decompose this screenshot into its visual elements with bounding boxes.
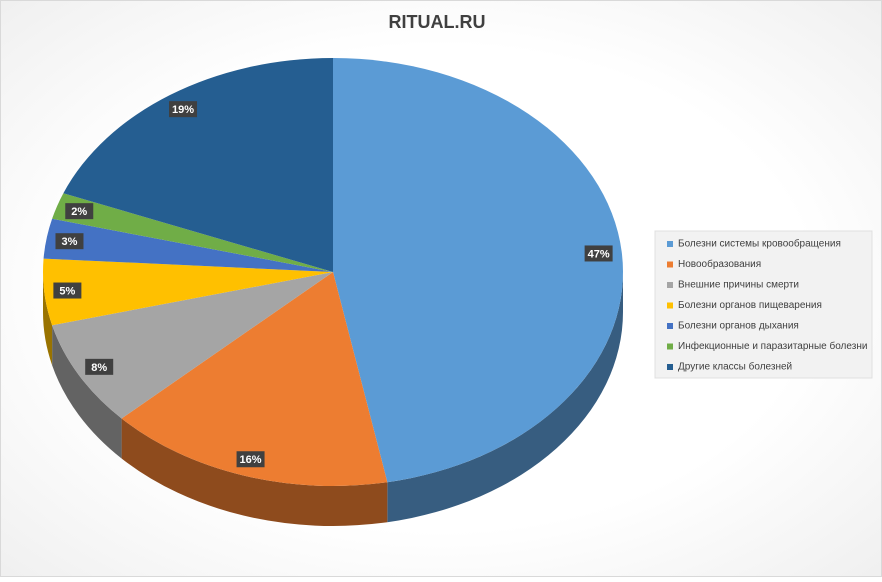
data-label-text: 47%	[588, 248, 610, 260]
legend-marker	[667, 302, 673, 309]
legend-label: Болезни органов дыхания	[678, 321, 799, 332]
slice	[52, 193, 334, 272]
slice	[121, 272, 388, 486]
data-label: 47%	[584, 245, 613, 262]
slice-side	[387, 272, 623, 523]
legend-label: Инфекционные и паразитарные болезни	[678, 340, 867, 352]
legend	[654, 230, 873, 379]
data-label-box	[169, 101, 198, 118]
data-label-text: 5%	[59, 285, 75, 297]
legend-marker	[667, 343, 673, 350]
slice	[333, 58, 623, 483]
legend-label: Болезни системы кровообращения	[678, 238, 841, 250]
slice	[42, 258, 333, 326]
data-label-box	[53, 282, 82, 299]
pie-tops	[42, 58, 623, 486]
data-label-box	[85, 358, 114, 375]
data-label-box	[236, 451, 265, 468]
legend-label: Болезни органов пищеварения	[678, 300, 822, 311]
legend-label: Новообразования	[678, 258, 761, 270]
data-label-box	[65, 203, 94, 220]
legend-marker	[667, 364, 673, 370]
legend-marker	[667, 241, 673, 247]
slice-side	[43, 272, 53, 366]
data-label: 2%	[65, 203, 94, 220]
legend-marker	[667, 323, 673, 329]
legend-marker	[667, 282, 673, 288]
slice-side	[121, 418, 388, 526]
legend-marker	[667, 261, 673, 268]
data-label: 19%	[169, 101, 198, 118]
data-label-text: 19%	[172, 104, 194, 116]
legend-label: Внешние причины смерти	[678, 280, 799, 291]
data-label-text: 16%	[240, 454, 262, 466]
data-label-text: 2%	[71, 206, 87, 218]
legend-entries: Болезни системы кровообращения Новообразо…	[667, 238, 867, 373]
slice-side	[52, 325, 122, 459]
data-label-text: 3%	[62, 236, 78, 248]
pie-sides	[43, 272, 623, 526]
data-label-box	[584, 245, 613, 262]
slice	[52, 272, 334, 419]
data-label: 5%	[53, 282, 82, 299]
slice	[63, 58, 334, 272]
chart-title: RITUAL.RU	[389, 12, 486, 32]
data-labels: 47% 16% 8% 5% 3% 2% 19%	[53, 101, 613, 468]
slice	[43, 218, 333, 272]
data-label-text: 8%	[91, 362, 107, 374]
data-label: 16%	[236, 451, 265, 468]
legend-label: Другие классы болезней	[678, 361, 792, 373]
data-label-box	[55, 233, 84, 250]
data-label: 3%	[55, 233, 84, 250]
data-label: 8%	[85, 358, 114, 375]
